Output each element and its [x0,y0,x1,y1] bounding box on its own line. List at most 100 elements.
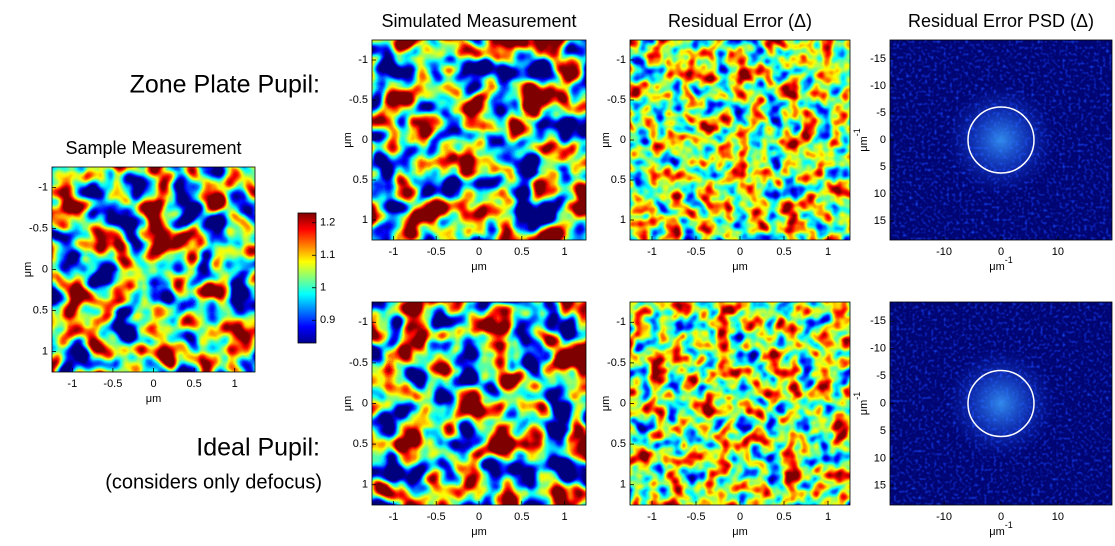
x-tick-label: 0.5 [776,246,791,258]
nyquist-circle [967,106,1035,174]
psd-glow [946,85,1056,195]
heatmap-image [372,302,586,505]
y-tick-label: -10 [870,343,886,355]
y-tick-label: 1 [362,214,368,226]
nyquist-circle [967,369,1035,438]
y-axis-label: μm [600,396,612,412]
y-tick-label: 0 [620,134,626,146]
x-tick-label: 1 [825,246,831,258]
row-note: (considers only defocus) [105,471,322,493]
x-tick-label: 0 [998,511,1004,523]
x-tick-label: -1 [67,378,77,390]
colorbar-tick-label: 1.1 [320,249,335,261]
y-tick-label: 5 [880,425,886,437]
x-tick-label: -10 [936,511,952,523]
y-axis-label-superscript: -1 [852,128,862,136]
y-axis-label-text: μm [342,396,354,412]
y-tick-label: 0.5 [353,438,368,450]
y-axis-label-text: μm [600,132,612,148]
y-tick-label: -1 [358,54,368,66]
row-label: Ideal Pupil: [196,434,320,462]
x-tick-label: -1 [647,246,657,258]
y-tick-label: 5 [880,161,886,173]
y-tick-label: 0.5 [611,438,626,450]
y-tick-label: 0.5 [611,174,626,186]
x-tick-label: -1 [389,511,399,523]
y-tick-label: 0 [362,397,368,409]
y-tick-label: 1 [362,479,368,491]
y-tick-label: 0 [880,397,886,409]
x-tick-label: 0 [476,511,482,523]
y-tick-label: 0 [362,134,368,146]
y-tick-label: 0 [42,263,48,275]
y-axis-label: μm-1 [852,392,870,416]
x-axis-label-text: μm [732,261,748,273]
x-tick-label: 0 [150,378,156,390]
y-tick-label: -0.5 [607,94,626,106]
y-tick-label: -1 [38,181,48,193]
y-tick-label: -5 [876,107,886,119]
colorbar-tick-label: 1 [320,282,326,294]
panel-title: Sample Measurement [65,138,241,158]
heatmap-image [630,302,850,505]
x-tick-label: 0.5 [186,378,201,390]
panel-title: Residual Error (Δ) [668,11,812,31]
y-tick-label: 0.5 [33,304,48,316]
y-axis-label: μm [22,262,34,278]
y-tick-label: -10 [870,80,886,92]
x-tick-label: 1 [232,378,238,390]
x-tick-label: -1 [389,246,399,258]
x-tick-label: -0.5 [687,511,706,523]
x-axis-label-text: μm [732,526,748,538]
x-tick-label: 10 [1052,246,1064,258]
row-label: Zone Plate Pupil: [130,71,320,99]
x-axis-label: μm [732,261,748,273]
y-tick-label: 1 [620,214,626,226]
x-axis-label-superscript: -1 [1005,255,1013,265]
y-tick-label: -1 [358,316,368,328]
panel-title: Residual Error PSD (Δ) [908,11,1094,31]
y-axis-label-text: μm [858,400,870,416]
y-tick-label: 1 [42,345,48,357]
colorbar-tick-label: 0.9 [320,314,335,326]
y-tick-label: -0.5 [349,357,368,369]
x-axis-label-text: μm [989,261,1005,273]
y-tick-label: -0.5 [29,222,48,234]
y-axis-label-superscript: -1 [852,392,862,400]
y-tick-label: 10 [874,188,886,200]
y-tick-label: 10 [874,452,886,464]
x-tick-label: 1 [562,511,568,523]
y-tick-label: -0.5 [607,357,626,369]
y-tick-label: -5 [876,370,886,382]
x-tick-label: 10 [1052,511,1064,523]
x-axis-label-text: μm [471,526,487,538]
x-axis-label: μm [471,261,487,273]
y-tick-label: 0 [880,134,886,146]
x-tick-label: -0.5 [687,246,706,258]
y-axis-label-text: μm [22,262,34,278]
x-tick-label: 0 [998,246,1004,258]
x-axis-label-text: μm [989,526,1005,538]
x-tick-label: 1 [825,511,831,523]
x-tick-label: 0 [476,246,482,258]
y-tick-label: -1 [616,54,626,66]
x-axis-label-text: μm [471,261,487,273]
y-axis-label: μm [342,132,354,148]
y-tick-label: -15 [870,53,886,65]
y-axis-label-text: μm [858,136,870,152]
x-tick-label: 0 [737,246,743,258]
panel-title: Simulated Measurement [381,11,576,31]
y-tick-label: 0.5 [353,174,368,186]
x-axis-label: μm-1 [989,255,1013,273]
y-axis-label: μm-1 [852,128,870,152]
psd-glow [946,348,1056,459]
heatmap-image [630,40,850,240]
x-axis-label: μm [732,526,748,538]
x-tick-label: -0.5 [427,246,446,258]
x-tick-label: 0 [737,511,743,523]
y-tick-label: 15 [874,215,886,227]
x-tick-label: -1 [647,511,657,523]
colorbar [297,212,317,344]
